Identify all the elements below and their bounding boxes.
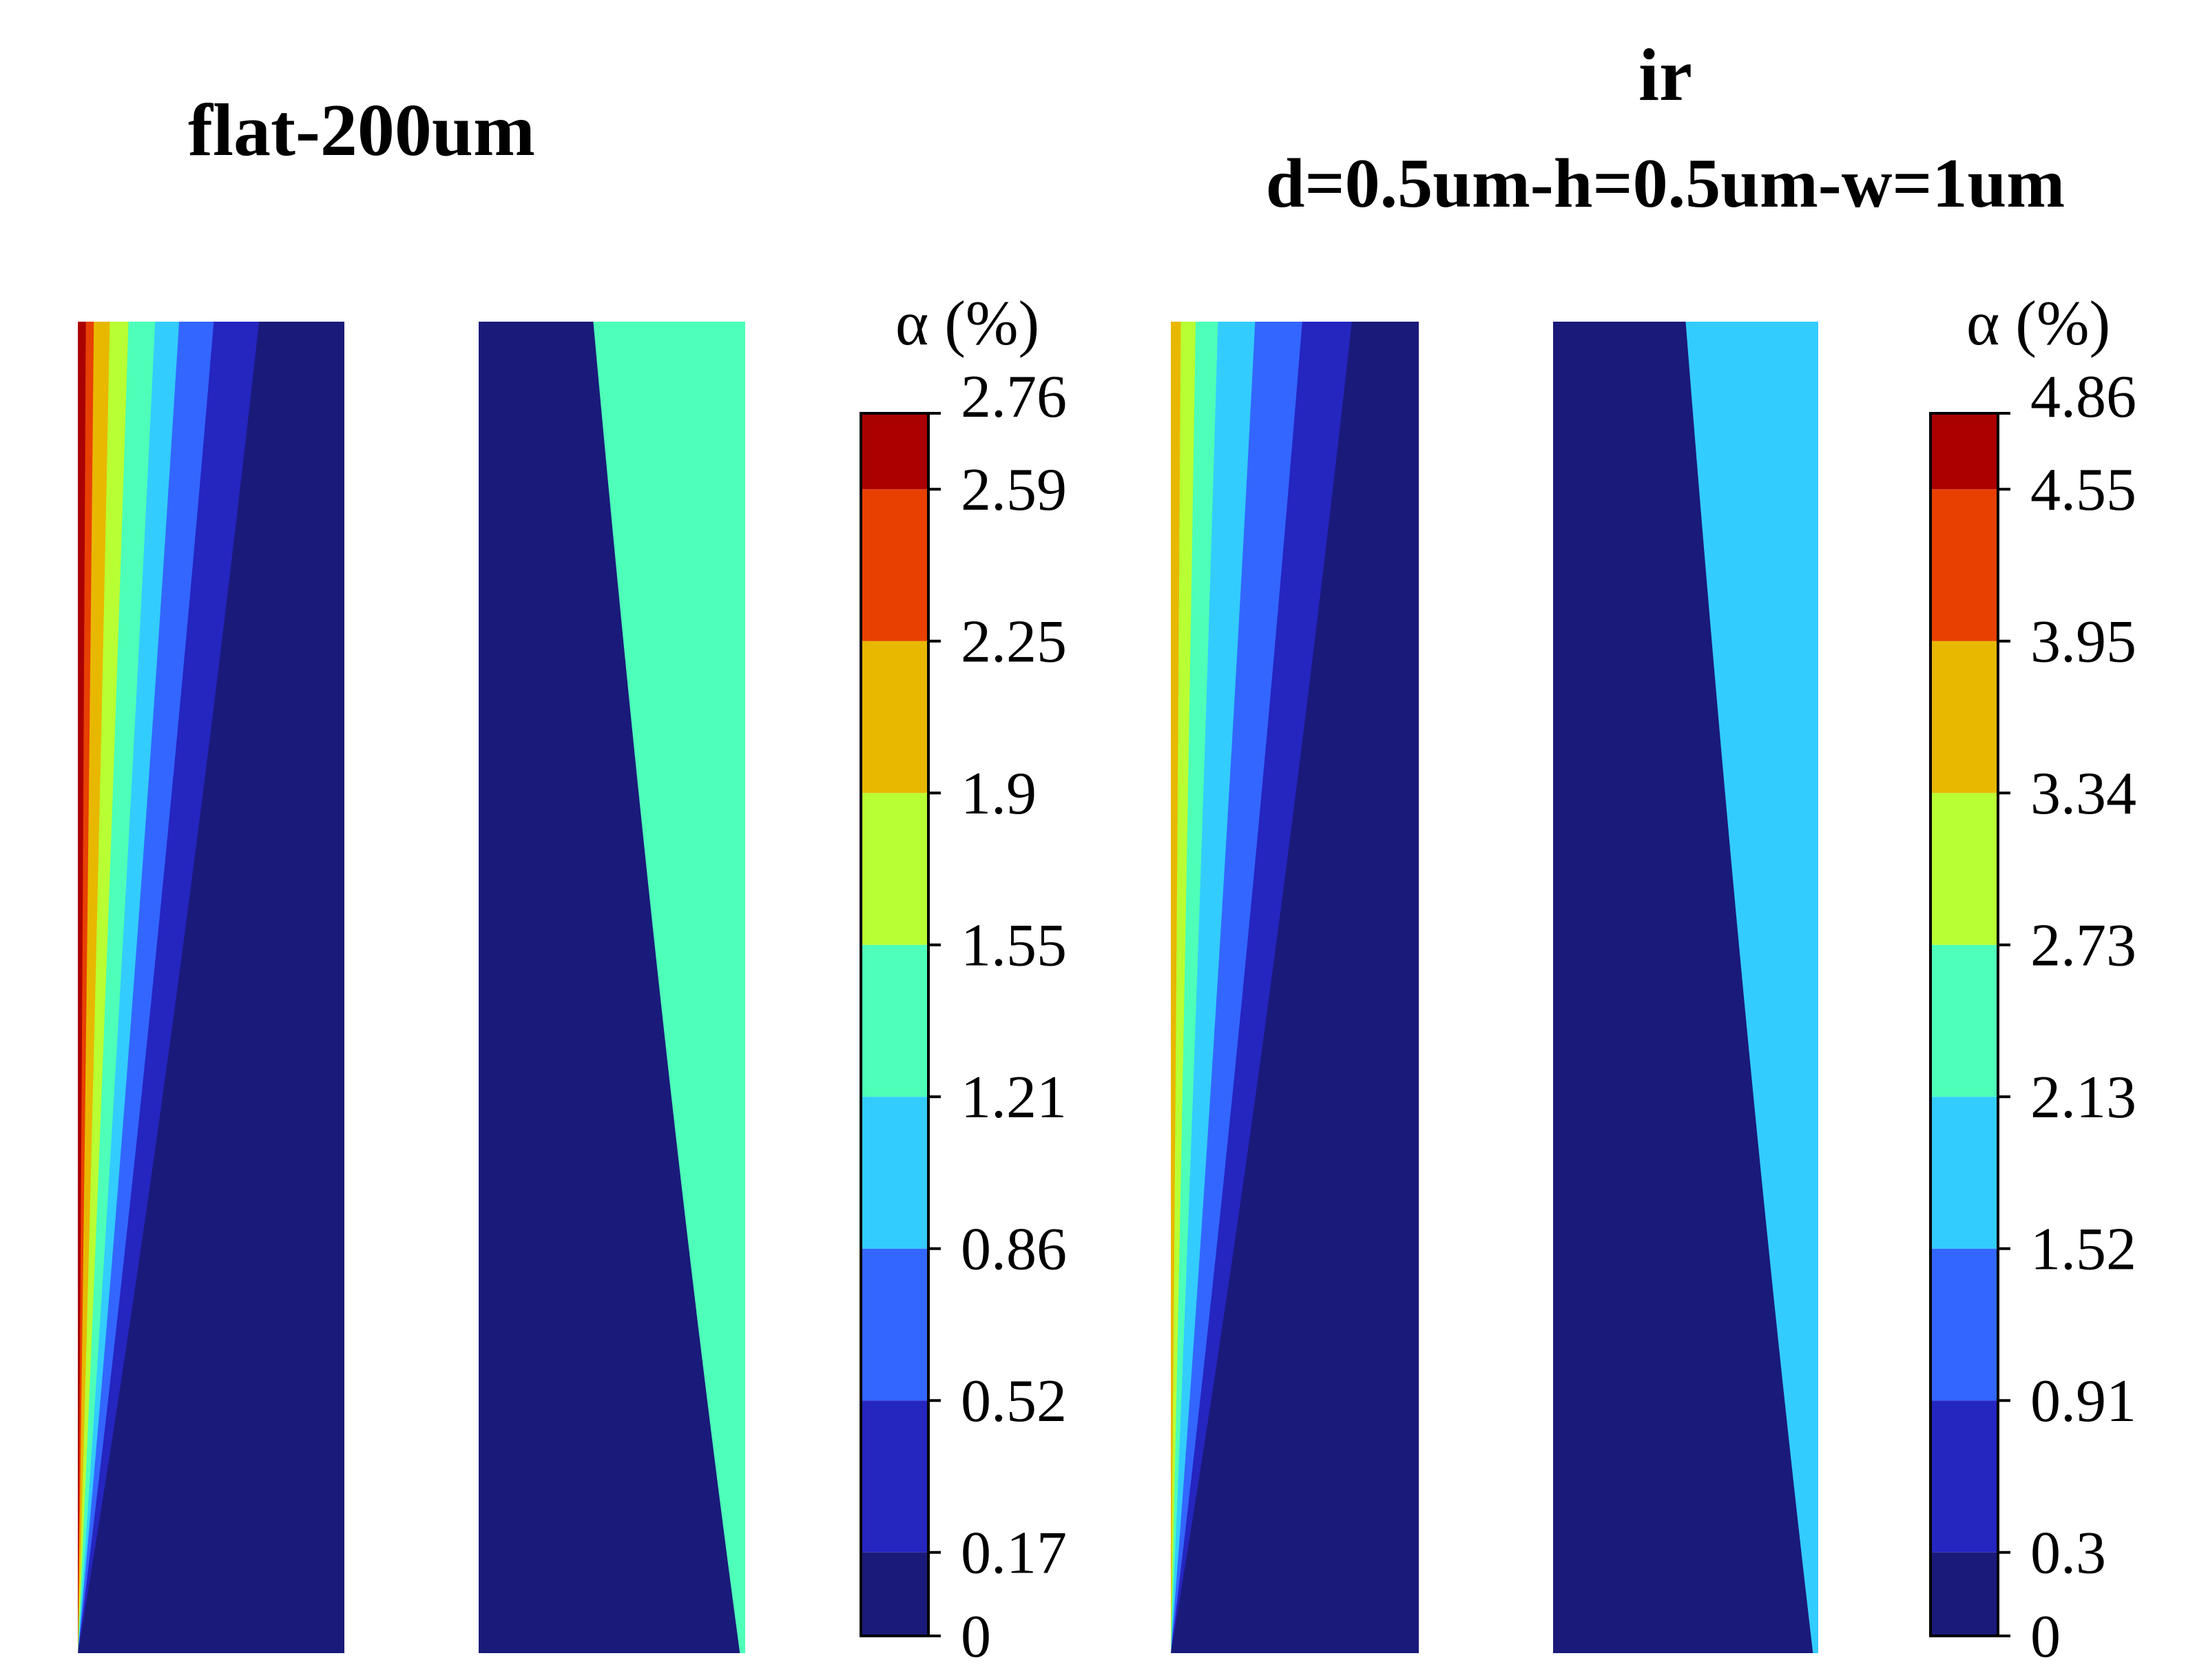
colorbar-band xyxy=(1931,944,1998,1097)
colorbar-tick-label: 0.52 xyxy=(961,1368,1067,1435)
colorbar-tick-label: 1.9 xyxy=(961,760,1037,827)
colorbar-band xyxy=(1931,489,1998,641)
colorbar-tick-label: 0 xyxy=(2030,1604,2061,1670)
colorbar-tick-label: 0.17 xyxy=(961,1520,1067,1587)
contour-band xyxy=(1171,322,1181,1653)
colorbar-band xyxy=(1931,413,1998,490)
colorbar-tick-label: 1.21 xyxy=(961,1064,1067,1131)
colorbar-tick-label: 0.86 xyxy=(961,1216,1067,1283)
colorbar-tick-label: 0.3 xyxy=(2030,1520,2106,1587)
colorbar-tick-label: 2.73 xyxy=(2030,913,2136,979)
colorbar-band xyxy=(861,944,928,1097)
colorbar-tick-label: 2.25 xyxy=(961,609,1067,676)
colorbar-band xyxy=(861,1248,928,1401)
colorbar-band xyxy=(1931,1400,1998,1553)
colorbar-1: 0 0.3 0.91 1.52 2.13 2.73 3.34 3.95 4.55 4.86α (%… xyxy=(1929,288,2136,1670)
panel-0-right xyxy=(479,322,745,1653)
chart-title-ir: ir xyxy=(1638,34,1692,116)
colorbar-band xyxy=(1931,1552,1998,1636)
contour-band xyxy=(78,322,86,1653)
colorbar-tick-label: 2.76 xyxy=(961,364,1067,431)
colorbar-band xyxy=(861,413,928,490)
colorbar-tick-label: 1.55 xyxy=(961,913,1067,979)
contour-band xyxy=(593,322,745,1653)
colorbar-band xyxy=(1931,641,1998,794)
colorbar-0: 0 0.17 0.52 0.86 1.21 1.55 1.9 2.25 2.59 2.76α (%… xyxy=(860,288,1067,1670)
colorbar-title: α (%) xyxy=(895,288,1039,358)
colorbar-band xyxy=(861,641,928,794)
colorbar-title: α (%) xyxy=(1966,288,2110,358)
panel-1-right xyxy=(1553,322,1818,1653)
colorbar-tick-label: 0.91 xyxy=(2030,1368,2136,1435)
panel-1-left xyxy=(1171,322,1419,1653)
chart-title-flat: flat-200um xyxy=(188,90,535,172)
chart-subtitle-ir: d=0.5um-h=0.5um-w=1um xyxy=(1266,145,2065,222)
colorbar-frame xyxy=(1929,412,1999,1637)
colorbar-tick-label: 3.95 xyxy=(2030,609,2136,676)
colorbar-band xyxy=(861,1552,928,1636)
colorbar-tick-label: 2.13 xyxy=(2030,1064,2136,1131)
colorbar-band xyxy=(861,489,928,641)
contour-band xyxy=(1685,322,1818,1653)
colorbar-tick-label: 3.34 xyxy=(2030,760,2136,827)
contour-plots: 00.170.520.861.211.551.92.252.592.76α (%… xyxy=(78,288,2136,1670)
colorbar-band xyxy=(861,1097,928,1249)
colorbar-band xyxy=(1931,1097,1998,1249)
panel-0-left xyxy=(78,322,344,1653)
colorbar-tick-label: 4.55 xyxy=(2030,457,2136,523)
colorbar-band xyxy=(1931,793,1998,945)
colorbar-tick-label: 1.52 xyxy=(2030,1216,2136,1283)
colorbar-tick-label: 0 xyxy=(961,1604,991,1670)
colorbar-frame xyxy=(860,412,930,1637)
colorbar-tick-label: 2.59 xyxy=(961,457,1067,523)
colorbar-band xyxy=(861,1400,928,1553)
colorbar-tick-label: 4.86 xyxy=(2030,364,2136,431)
colorbar-band xyxy=(861,793,928,945)
colorbar-band xyxy=(1931,1248,1998,1401)
